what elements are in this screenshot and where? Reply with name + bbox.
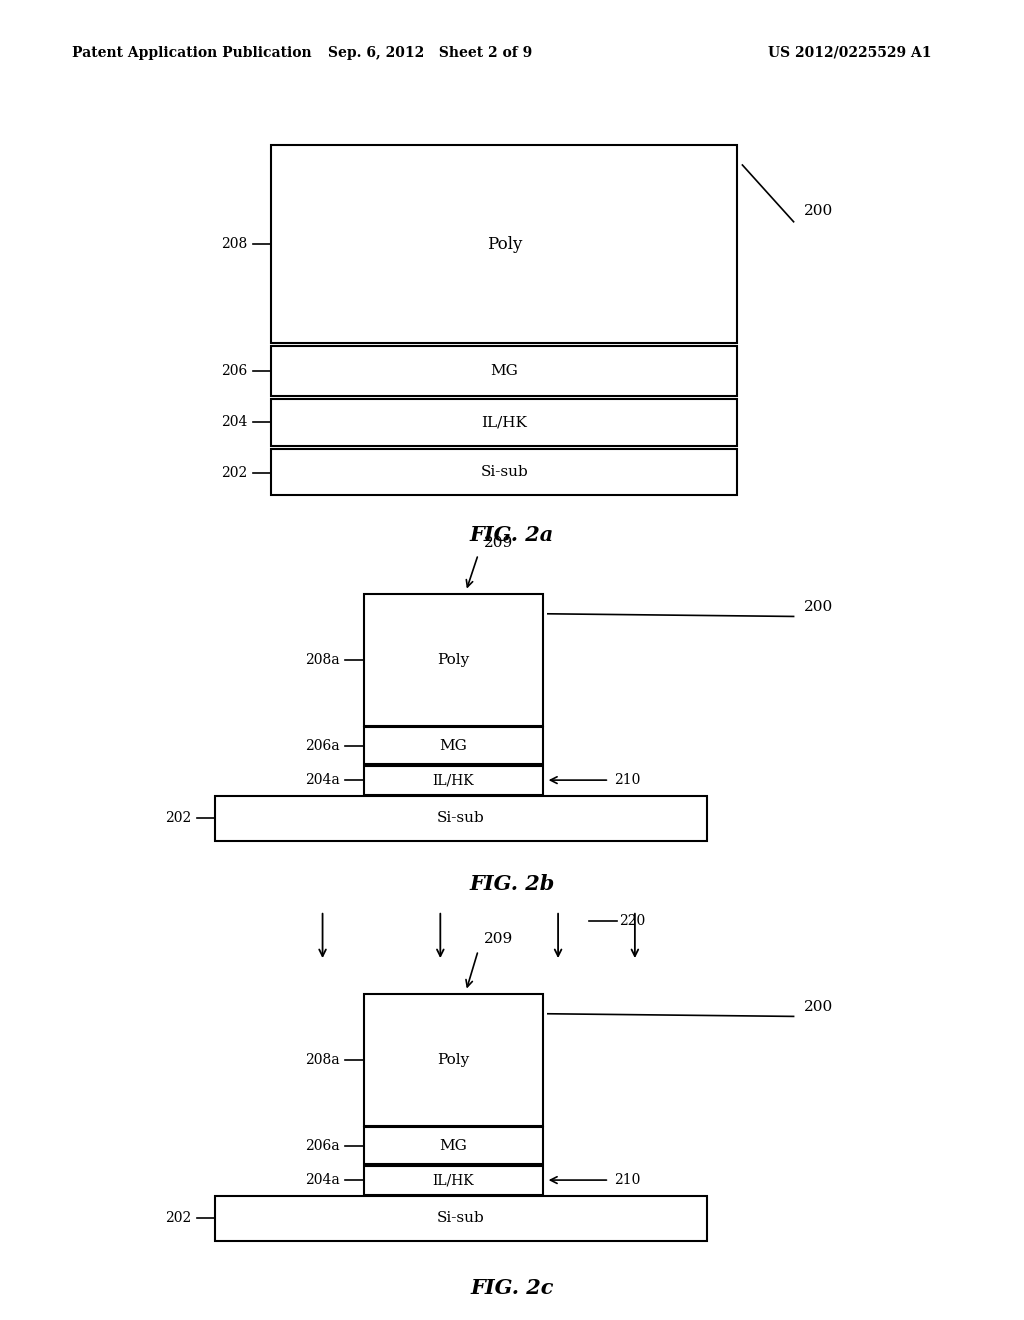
Text: 200: 200 (804, 205, 834, 218)
Text: 209: 209 (484, 932, 513, 946)
Bar (364, 1127, 543, 1164)
Text: US 2012/0225529 A1: US 2012/0225529 A1 (768, 46, 932, 59)
Text: Si-sub: Si-sub (480, 465, 528, 479)
Text: 208: 208 (221, 238, 248, 251)
Text: 204a: 204a (305, 1173, 340, 1187)
Bar (364, 994, 543, 1126)
Text: MG: MG (439, 739, 467, 752)
Bar (271, 145, 737, 343)
Text: 208a: 208a (305, 653, 340, 667)
Text: FIG. 2b: FIG. 2b (469, 874, 555, 895)
Bar (215, 796, 707, 841)
Text: 206a: 206a (305, 1139, 340, 1152)
Text: 200: 200 (804, 1001, 834, 1014)
Text: IL/HK: IL/HK (432, 1173, 474, 1187)
Text: Si-sub: Si-sub (437, 1212, 484, 1225)
Bar (364, 594, 543, 726)
Text: 206a: 206a (305, 739, 340, 752)
Text: 202: 202 (221, 466, 248, 479)
Text: 202: 202 (165, 1212, 191, 1225)
Bar (364, 1166, 543, 1195)
Text: IL/HK: IL/HK (432, 774, 474, 787)
Text: Patent Application Publication: Patent Application Publication (72, 46, 311, 59)
Text: MG: MG (439, 1139, 467, 1152)
Text: 210: 210 (614, 774, 641, 787)
Bar (364, 727, 543, 764)
Text: 200: 200 (804, 601, 834, 614)
Text: 209: 209 (484, 536, 513, 550)
Text: 206: 206 (221, 364, 248, 378)
Text: IL/HK: IL/HK (481, 416, 527, 429)
Bar (364, 766, 543, 795)
Text: FIG. 2a: FIG. 2a (470, 524, 554, 545)
Text: 210: 210 (614, 1173, 641, 1187)
Bar (271, 399, 737, 446)
Text: 208a: 208a (305, 1053, 340, 1067)
Text: 204a: 204a (305, 774, 340, 787)
Text: Sep. 6, 2012   Sheet 2 of 9: Sep. 6, 2012 Sheet 2 of 9 (328, 46, 532, 59)
Text: Poly: Poly (437, 653, 469, 667)
Bar (271, 449, 737, 495)
Text: Si-sub: Si-sub (437, 812, 484, 825)
Bar (271, 346, 737, 396)
Text: FIG. 2c: FIG. 2c (470, 1278, 554, 1299)
Text: MG: MG (490, 364, 518, 378)
Text: 220: 220 (620, 915, 646, 928)
Text: 204: 204 (221, 416, 248, 429)
Text: 202: 202 (165, 812, 191, 825)
Bar (215, 1196, 707, 1241)
Text: Poly: Poly (437, 1053, 469, 1067)
Text: Poly: Poly (486, 236, 522, 252)
